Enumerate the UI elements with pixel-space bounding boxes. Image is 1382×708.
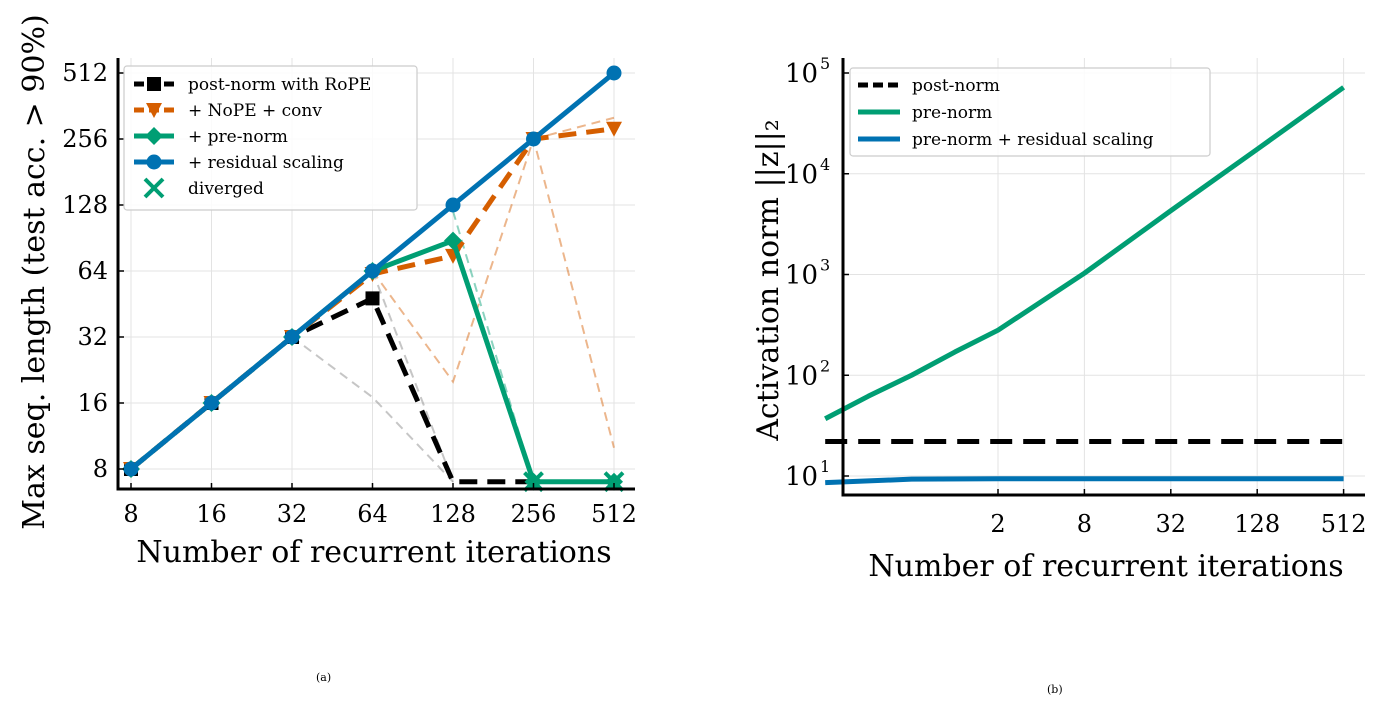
y-tick-label-b-4: 10 xyxy=(785,59,818,89)
x-tick-label-a-2: 32 xyxy=(277,500,308,528)
y-tick-label-a-0: 8 xyxy=(93,455,108,483)
x-tick-label-b-2: 32 xyxy=(1156,510,1187,538)
faint-run-a-0 xyxy=(291,336,454,483)
legend-a-marker-3 xyxy=(146,154,162,170)
y-tick-label-a-4: 128 xyxy=(62,191,108,219)
y-tick-label-a-1: 16 xyxy=(77,389,108,417)
legend-a-label-0: post-norm with RoPE xyxy=(188,75,371,95)
series-a-3-point-5 xyxy=(526,131,541,147)
y-tick-exponent-b-0: 1 xyxy=(820,457,830,476)
legend-b-label-0: post-norm xyxy=(912,76,1000,96)
x-tick-label-b-0: 2 xyxy=(990,510,1005,538)
series-a-3-point-0 xyxy=(123,461,139,477)
legend-a-marker-2 xyxy=(145,127,163,145)
y-axis-label-a: Max seq. length (test acc. > 90%) xyxy=(17,14,52,529)
caption-b: (b) xyxy=(1047,683,1063,696)
series-a-0-line xyxy=(129,295,534,485)
series-a-3-point-1 xyxy=(204,395,219,411)
series-a-3-point-2 xyxy=(284,329,300,345)
x-axis-label-b: Number of recurrent iterations xyxy=(868,549,1343,584)
faint-run-a-2 xyxy=(371,135,615,449)
y-tick-label-a-2: 32 xyxy=(77,323,108,351)
legend-a-marker-4 xyxy=(143,177,165,199)
x-tick-label-b-1: 8 xyxy=(1077,510,1092,538)
legend-b-label-1: pre-norm xyxy=(912,103,992,123)
y-tick-exponent-b-1: 2 xyxy=(820,356,830,375)
x-axis-label-a: Number of recurrent iterations xyxy=(136,535,611,570)
x-tick-label-b-3: 128 xyxy=(1234,510,1280,538)
series-a-3-point-6 xyxy=(606,65,622,81)
caption-a: (a) xyxy=(316,671,332,684)
legend-a-label-4: diverged xyxy=(188,179,264,199)
x-tick-label-b-4: 512 xyxy=(1321,510,1367,538)
y-tick-label-a-3: 64 xyxy=(77,257,108,285)
legend-a-marker-4-stroke-2 xyxy=(143,177,165,199)
series-a-3-point-3 xyxy=(365,263,380,279)
legend-b-box xyxy=(849,67,1211,157)
y-tick-exponent-b-4: 5 xyxy=(820,54,830,73)
x-tick-label-a-0: 8 xyxy=(123,500,138,528)
series-a-3-point-4 xyxy=(445,197,461,213)
legend-b-label-2: pre-norm + residual scaling xyxy=(912,130,1154,150)
y-tick-label-b-2: 10 xyxy=(785,261,818,291)
y-tick-label-a-6: 512 xyxy=(62,59,108,87)
y-tick-label-a-5: 256 xyxy=(62,125,108,153)
x-tick-label-a-6: 512 xyxy=(591,500,637,528)
x-tick-label-a-3: 64 xyxy=(357,500,388,528)
series-b-2-line xyxy=(825,476,1344,486)
y-tick-exponent-b-2: 3 xyxy=(820,256,830,275)
legend-a-label-3: + residual scaling xyxy=(188,153,344,173)
legend-a-box xyxy=(123,65,418,211)
faint-run-a-4 xyxy=(452,210,535,482)
series-a-2-point-4 xyxy=(444,231,462,250)
axes-a xyxy=(116,58,635,491)
legend-a-label-2: + pre-norm xyxy=(188,127,288,147)
ticks-a: 8 16 32 64 128 256 512 8 16 32 64 128 256 512 xyxy=(62,59,637,528)
legend-a: post-norm with RoPE + NoPE + conv + pre-no… xyxy=(123,65,418,211)
axes-b xyxy=(841,58,1365,497)
legend-a-label-1: + NoPE + conv xyxy=(188,101,322,121)
y-tick-label-b-1: 10 xyxy=(785,361,818,391)
series-b-1-line xyxy=(824,85,1346,421)
x-tick-label-a-1: 16 xyxy=(196,500,227,528)
series-a xyxy=(122,65,625,493)
y-tick-label-b-3: 10 xyxy=(785,160,818,190)
series-b xyxy=(824,85,1346,486)
legend-a-marker-1 xyxy=(146,103,162,118)
x-tick-label-a-4: 128 xyxy=(430,500,476,528)
y-tick-exponent-b-3: 4 xyxy=(820,155,830,174)
legend-a-marker-0 xyxy=(147,77,161,91)
series-a-0-point-3 xyxy=(365,291,380,306)
chart-panel-a: 8 16 32 64 128 256 512 8 16 32 64 128 256 512 Number … xyxy=(17,14,637,570)
y-tick-label-b-0: 10 xyxy=(785,462,818,492)
y-axis-label-b: Activation norm ||z||₂ xyxy=(751,119,786,442)
series-a-1-point-6 xyxy=(606,121,622,137)
x-tick-label-a-5: 256 xyxy=(511,500,557,528)
legend-b: post-norm pre-norm pre-norm + residual sca… xyxy=(849,67,1211,157)
